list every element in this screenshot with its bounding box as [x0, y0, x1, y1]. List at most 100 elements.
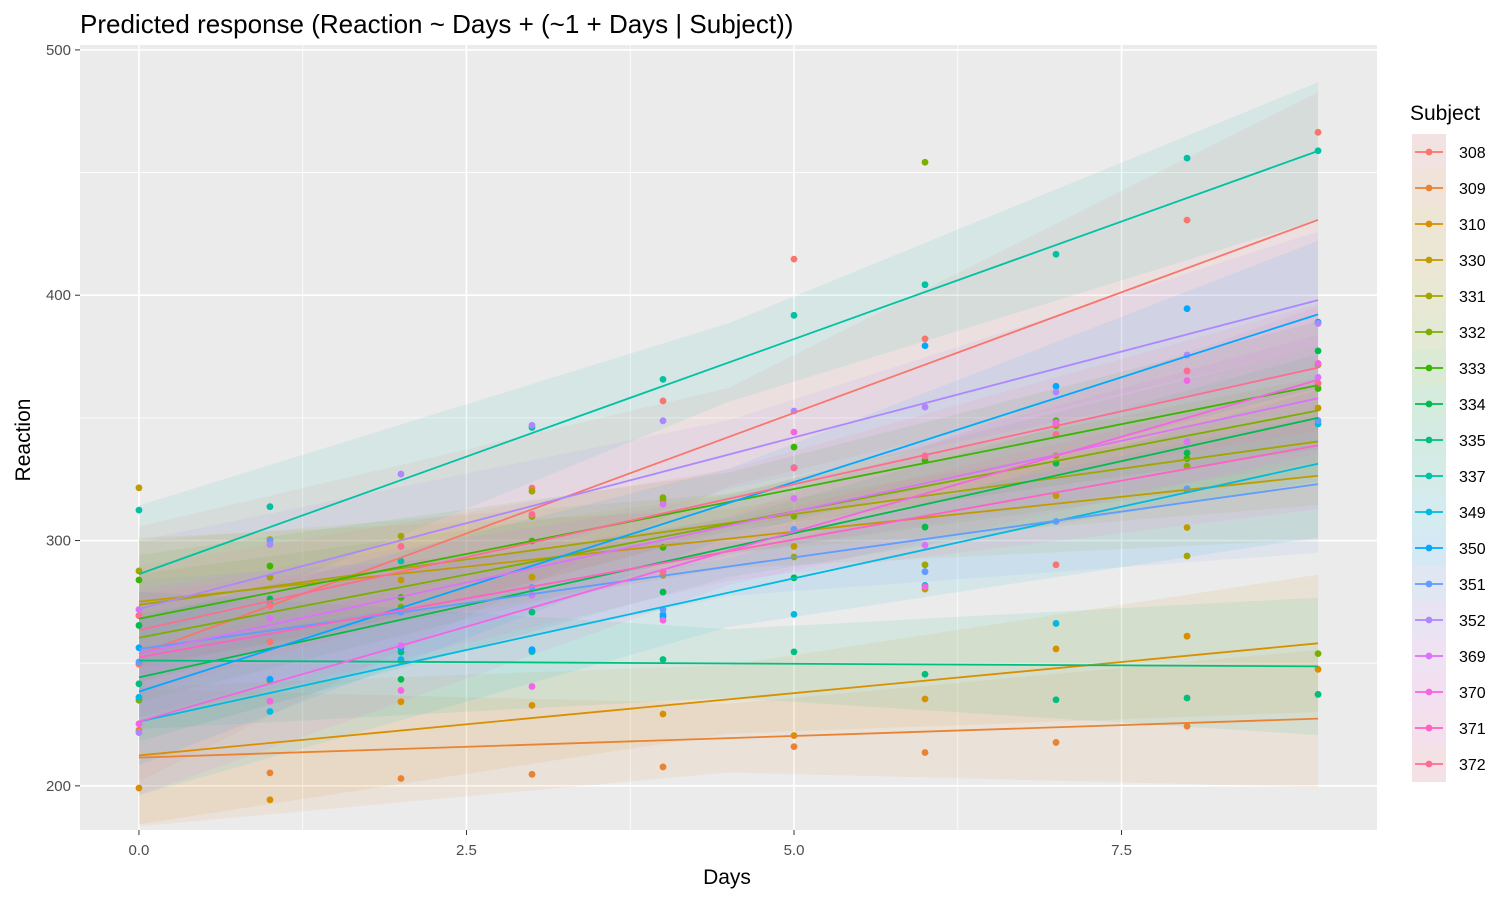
legend-label-330: 330: [1459, 253, 1486, 270]
point-351: [921, 568, 929, 576]
point-352: [659, 417, 667, 425]
y-axis-title: Reaction: [12, 399, 35, 482]
legend-key-point: [1425, 508, 1433, 516]
point-334: [397, 675, 405, 683]
point-332: [1314, 650, 1322, 658]
point-331: [528, 487, 536, 495]
y-tick-label: 400: [46, 287, 71, 304]
point-352: [1052, 388, 1060, 396]
legend-key-point: [1425, 652, 1433, 660]
point-334: [921, 523, 929, 531]
x-tick-label: 2.5: [456, 842, 477, 859]
legend-key-point: [1425, 184, 1433, 192]
point-370: [397, 687, 405, 694]
point-337: [659, 375, 667, 383]
point-330: [790, 543, 798, 550]
legend-key-point: [1425, 724, 1433, 732]
point-350: [1183, 305, 1191, 313]
point-370: [1314, 360, 1322, 367]
fit-line-352: [138, 299, 1319, 610]
point-349: [790, 610, 798, 618]
point-369: [266, 614, 274, 622]
y-axis: 200 300 400 500: [46, 42, 80, 795]
point-308: [1183, 216, 1191, 224]
point-331: [397, 532, 405, 540]
legend-label-337: 337: [1459, 469, 1486, 486]
point-335: [528, 608, 536, 616]
point-372: [528, 511, 536, 518]
point-369: [790, 494, 798, 502]
legend-key-point: [1425, 472, 1433, 480]
point-351: [135, 658, 143, 666]
point-310: [397, 698, 405, 706]
point-335: [1314, 690, 1322, 698]
fit-line-309: [138, 717, 1319, 759]
point-370: [659, 616, 667, 624]
fit-line-350: [138, 313, 1319, 693]
x-axis: 0.0 2.5 5.0 7.5: [129, 830, 1132, 859]
point-330: [397, 576, 405, 584]
y-tick-label: 500: [46, 42, 71, 59]
point-337: [1314, 147, 1322, 155]
point-369: [1314, 373, 1322, 381]
point-352: [921, 403, 929, 411]
point-333: [1314, 385, 1322, 392]
fit-line-310: [138, 642, 1319, 757]
fit-line-337: [138, 150, 1319, 575]
point-330: [1183, 524, 1191, 531]
x-axis-title: Days: [703, 866, 751, 889]
point-337: [790, 311, 798, 319]
legend-label-349: 349: [1459, 505, 1486, 522]
point-310: [266, 796, 274, 804]
point-352: [397, 470, 405, 478]
point-310: [1052, 645, 1060, 653]
point-335: [1052, 696, 1060, 704]
point-332: [921, 158, 929, 166]
point-337: [1183, 154, 1191, 162]
point-308: [266, 638, 274, 646]
legend-key-point: [1425, 364, 1433, 372]
point-372: [397, 543, 405, 550]
point-369: [921, 541, 929, 549]
legend-label-308: 308: [1459, 145, 1486, 162]
legend-label-310: 310: [1459, 217, 1486, 234]
point-330: [528, 573, 536, 581]
legend-label-333: 333: [1459, 361, 1486, 378]
point-309: [659, 763, 667, 771]
legend-title: Subject: [1410, 102, 1480, 125]
point-349: [1052, 620, 1060, 627]
point-337: [266, 503, 274, 511]
point-333: [135, 576, 143, 584]
point-308: [1052, 561, 1060, 569]
legend-key-point: [1425, 400, 1433, 408]
point-350: [1052, 382, 1060, 390]
fit-line-369: [138, 397, 1319, 655]
legend-label-351: 351: [1459, 577, 1486, 594]
point-369: [659, 500, 667, 508]
point-310: [921, 695, 929, 703]
point-352: [266, 541, 274, 548]
y-tick-label: 200: [46, 778, 71, 795]
point-335: [1183, 694, 1191, 702]
fit-line-334: [138, 416, 1319, 679]
legend-label-370: 370: [1459, 685, 1486, 702]
legend: Subject 308 309 310 330 331 332 333 334 335 337 34…: [1410, 102, 1486, 782]
point-337: [1052, 250, 1060, 258]
legend-key-point: [1425, 544, 1433, 552]
legend-key-point: [1425, 760, 1433, 768]
legend-label-335: 335: [1459, 433, 1486, 450]
point-310: [659, 710, 667, 718]
legend-key-point: [1425, 220, 1433, 228]
x-tick-label: 5.0: [784, 842, 805, 859]
fit-line-349: [138, 462, 1319, 723]
legend-key-point: [1425, 328, 1433, 336]
legend-key-point: [1425, 292, 1433, 300]
point-335: [659, 656, 667, 663]
legend-key-point: [1425, 436, 1433, 444]
point-370: [921, 583, 929, 591]
point-372: [1183, 367, 1191, 375]
legend-key-point: [1425, 256, 1433, 264]
fit-line-335: [138, 659, 1319, 668]
point-352: [135, 729, 143, 737]
